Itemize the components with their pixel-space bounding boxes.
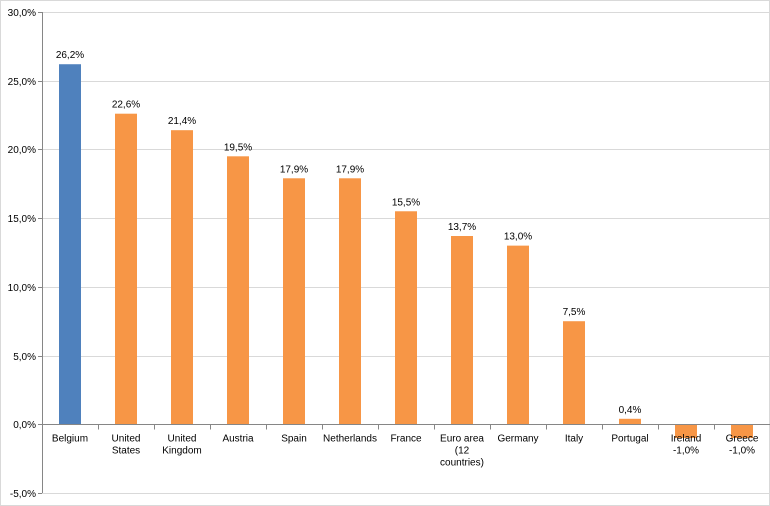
bar bbox=[619, 418, 641, 425]
x-tick-labels: Belgium United States United Kingdom Austria S… bbox=[52, 433, 759, 468]
data-label: 7,5% bbox=[563, 307, 586, 318]
y-tick-label: 20,0% bbox=[8, 145, 36, 156]
x-tick-label: United Kingdom bbox=[162, 433, 201, 456]
data-label: 0,4% bbox=[619, 405, 642, 416]
data-label: 22,6% bbox=[112, 100, 140, 111]
y-tick-label: 0,0% bbox=[13, 420, 36, 431]
data-label: 19,5% bbox=[224, 142, 252, 153]
bar bbox=[507, 245, 529, 425]
y-tick-label: 30,0% bbox=[8, 8, 36, 19]
x-tick-label: Italy bbox=[565, 433, 583, 444]
y-tick-label: 5,0% bbox=[13, 352, 36, 363]
bar bbox=[563, 321, 585, 425]
data-label: -1,0% bbox=[729, 445, 755, 456]
y-tick-label: -5,0% bbox=[10, 489, 36, 500]
x-tick-label: Portugal bbox=[611, 433, 648, 444]
bar bbox=[395, 211, 417, 425]
bar bbox=[451, 236, 473, 425]
data-label: 17,9% bbox=[280, 164, 308, 175]
data-label: 26,2% bbox=[56, 50, 84, 61]
bar bbox=[675, 424, 697, 439]
bar bbox=[731, 424, 753, 439]
bar bbox=[283, 178, 305, 425]
data-labels: 26,2% 22,6% 21,4% 19,5% 17,9% 17,9% 15,5% 13,7%… bbox=[56, 50, 755, 456]
data-label: 13,0% bbox=[504, 232, 532, 243]
bars bbox=[59, 64, 753, 439]
x-tick-label: Belgium bbox=[52, 433, 88, 444]
x-tick-label: France bbox=[390, 433, 422, 444]
x-tick-label: United States bbox=[112, 433, 141, 456]
data-label: -1,0% bbox=[673, 445, 699, 456]
x-tick-label: Netherlands bbox=[323, 433, 377, 444]
data-label: 21,4% bbox=[168, 116, 196, 127]
axes bbox=[42, 12, 770, 493]
bar bbox=[115, 113, 137, 425]
x-tick-label: Ireland bbox=[671, 433, 702, 444]
y-tick-labels: 30,0% 25,0% 20,0% 15,0% 10,0% 5,0% 0,0% -5,0% bbox=[8, 8, 36, 500]
x-tick-label: Spain bbox=[281, 433, 307, 444]
bar bbox=[171, 130, 193, 425]
x-tick-label: Germany bbox=[497, 433, 538, 444]
bar bbox=[227, 156, 249, 425]
y-tick-label: 10,0% bbox=[8, 283, 36, 294]
y-tick-label: 25,0% bbox=[8, 77, 36, 88]
x-tick-label: Austria bbox=[222, 433, 254, 444]
data-label: 17,9% bbox=[336, 164, 364, 175]
x-tick-label: Euro area (12 countries) bbox=[440, 433, 484, 468]
y-tick-label: 15,0% bbox=[8, 214, 36, 225]
bar bbox=[339, 178, 361, 425]
data-label: 15,5% bbox=[392, 197, 420, 208]
x-tick-label: Greece bbox=[726, 433, 759, 444]
bar bbox=[59, 64, 81, 425]
data-label: 13,7% bbox=[448, 222, 476, 233]
